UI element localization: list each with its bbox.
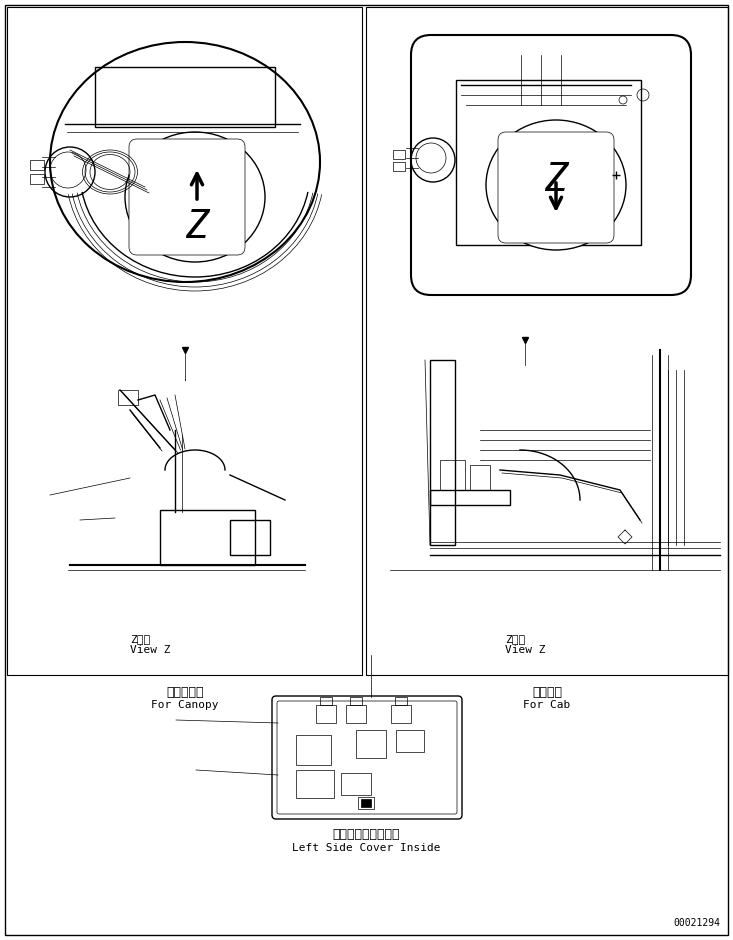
Bar (391, 705, 411, 723)
Bar (30, 160, 44, 170)
Ellipse shape (486, 120, 626, 250)
Bar (440, 460, 465, 490)
Bar (95, 67, 275, 127)
Text: View Z: View Z (130, 645, 171, 655)
Text: Z: Z (545, 161, 567, 199)
Bar (361, 799, 371, 807)
Bar (296, 735, 331, 765)
FancyBboxPatch shape (498, 132, 614, 243)
Ellipse shape (125, 132, 265, 262)
Bar (320, 697, 332, 705)
Bar (430, 360, 455, 545)
Text: Z: Z (185, 208, 209, 246)
Bar (7, 7, 362, 675)
Bar (118, 390, 138, 405)
Text: Z　視: Z 視 (505, 634, 526, 644)
Bar (356, 730, 386, 758)
Text: キャブ用: キャブ用 (532, 685, 562, 698)
Text: 00021294: 00021294 (673, 918, 720, 928)
FancyBboxPatch shape (129, 139, 245, 255)
Bar (395, 697, 407, 705)
Bar (160, 510, 255, 565)
Bar (341, 773, 371, 795)
Bar (230, 520, 270, 555)
Bar (30, 174, 44, 184)
Bar (393, 150, 405, 159)
Text: For Cab: For Cab (523, 700, 570, 710)
Text: For Canopy: For Canopy (151, 700, 218, 710)
Bar (296, 770, 334, 798)
Bar (316, 705, 336, 723)
Text: Z　視: Z 視 (130, 634, 150, 644)
Bar (470, 465, 490, 490)
Bar (393, 162, 405, 171)
Text: 左サイドカバー内側: 左サイドカバー内側 (332, 828, 399, 841)
Bar (430, 490, 510, 505)
Text: キャノピ用: キャノピ用 (166, 685, 204, 698)
Bar (358, 797, 374, 809)
Bar (456, 80, 641, 245)
Text: Left Side Cover Inside: Left Side Cover Inside (292, 843, 441, 853)
Bar (346, 705, 366, 723)
Bar (350, 697, 362, 705)
Bar (396, 730, 424, 752)
Bar (366, 7, 728, 675)
Text: View Z: View Z (505, 645, 545, 655)
